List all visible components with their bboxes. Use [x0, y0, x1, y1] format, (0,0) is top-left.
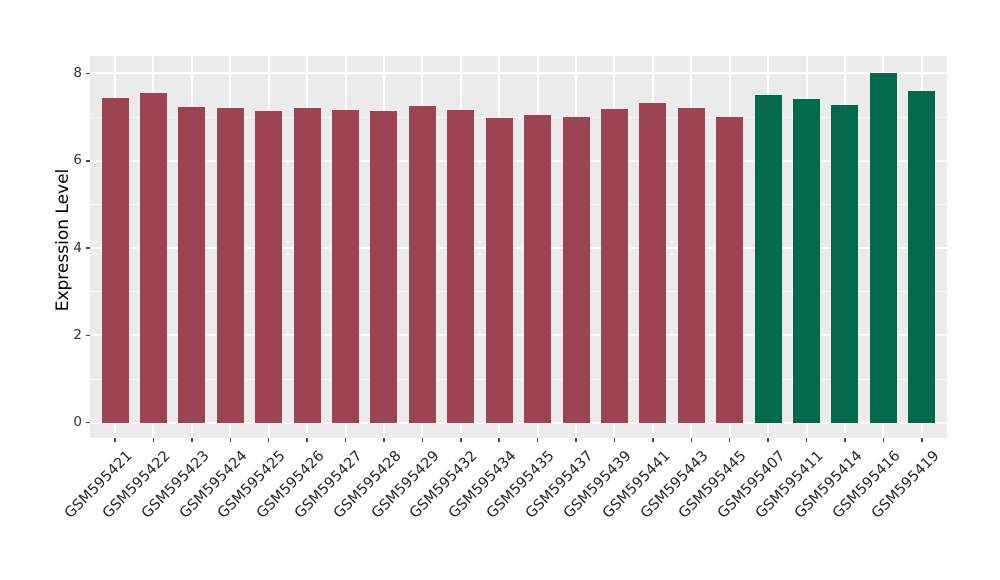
x-tick-mark-GSM595434	[498, 438, 500, 442]
bar-GSM595416	[869, 73, 897, 423]
bar-GSM595435	[524, 114, 552, 423]
x-tick-mark-GSM595439	[613, 438, 616, 442]
gridline-major-y4	[90, 247, 947, 250]
bar-GSM595423	[178, 106, 206, 423]
bar-GSM595429	[408, 106, 436, 423]
bar-GSM595437	[562, 116, 590, 423]
bar-GSM595419	[908, 90, 936, 423]
y-tick-label-8: 8	[73, 64, 82, 81]
gridline-major-y2	[90, 334, 947, 337]
x-tick-mark-GSM595435	[536, 438, 539, 442]
y-tick-label-6: 6	[73, 152, 82, 169]
bar-GSM595411	[793, 99, 821, 423]
y-tick-mark-4	[86, 247, 90, 249]
bar-GSM595407	[754, 94, 782, 423]
x-tick-mark-GSM595414	[844, 438, 846, 442]
bar-GSM595443	[677, 108, 705, 423]
x-tick-mark-GSM595426	[306, 438, 308, 442]
gridline-major-y0	[90, 421, 947, 424]
bar-GSM595425	[255, 111, 283, 423]
gridline-major-y6	[90, 159, 947, 162]
bar-GSM595414	[831, 104, 859, 423]
x-tick-mark-GSM595419	[921, 438, 923, 442]
x-tick-mark-GSM595425	[267, 438, 270, 442]
x-tick-mark-GSM595428	[383, 438, 385, 442]
x-tick-mark-GSM595422	[152, 438, 155, 442]
gridline-minor-y7	[90, 116, 947, 118]
x-tick-mark-GSM595443	[690, 438, 693, 442]
gridline-major-y8	[90, 72, 947, 75]
x-tick-mark-GSM595416	[882, 438, 885, 442]
bar-GSM595445	[716, 116, 744, 423]
x-tick-mark-GSM595429	[421, 438, 424, 442]
x-tick-mark-GSM595423	[191, 438, 193, 442]
bar-GSM595424	[216, 107, 244, 423]
x-tick-mark-GSM595407	[767, 438, 769, 442]
bar-GSM595421	[101, 98, 129, 423]
y-tick-label-2: 2	[73, 326, 82, 343]
y-tick-mark-6	[86, 160, 90, 162]
gridline-minor-y1	[90, 378, 947, 380]
gridline-minor-y5	[90, 203, 947, 205]
bar-GSM595427	[332, 109, 360, 423]
y-tick-label-0: 0	[73, 414, 82, 431]
x-tick-mark-GSM595437	[575, 438, 577, 442]
y-tick-label-4: 4	[73, 239, 82, 256]
bar-GSM595439	[600, 109, 628, 423]
bar-GSM595434	[485, 117, 513, 423]
y-tick-mark-2	[86, 334, 90, 337]
plot-panel	[90, 56, 947, 438]
gridline-minor-y3	[90, 291, 947, 293]
x-tick-mark-GSM595445	[728, 438, 731, 442]
x-tick-mark-GSM595427	[344, 438, 347, 442]
bar-GSM595426	[293, 107, 321, 423]
bar-GSM595428	[370, 111, 398, 423]
y-tick-mark-0	[86, 421, 90, 424]
bar-GSM595432	[447, 110, 475, 423]
bar-GSM595441	[639, 103, 667, 423]
x-tick-mark-GSM595411	[805, 438, 808, 442]
bar-GSM595422	[139, 92, 167, 423]
x-tick-mark-GSM595441	[652, 438, 654, 442]
x-tick-mark-GSM595421	[114, 438, 116, 442]
y-tick-mark-8	[86, 72, 90, 75]
x-tick-mark-GSM595432	[460, 438, 462, 442]
x-tick-mark-GSM595424	[229, 438, 231, 442]
